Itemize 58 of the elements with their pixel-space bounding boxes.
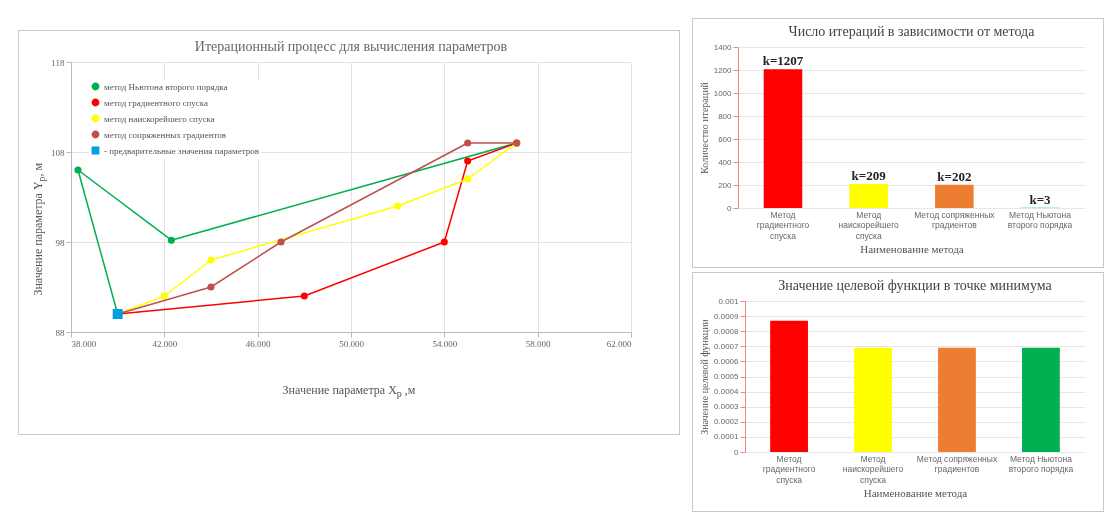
x-tick-label: 58.000: [525, 338, 552, 349]
x-tick-label: 50.000: [339, 338, 365, 349]
x-tick-label: 46.000: [245, 338, 272, 349]
x-tick-label: 38.000: [71, 338, 97, 349]
y-tick-label: 0.0003: [714, 402, 740, 412]
y-tick-label: 1400: [713, 42, 733, 52]
bar: [935, 184, 974, 208]
bar: [763, 69, 803, 208]
y-axis-title: Количество итераций: [698, 81, 710, 174]
x-tick-label: Метод наискорейшего спуска: [842, 453, 904, 485]
data-label: k=1207: [762, 53, 804, 69]
x-axis-title: Наименование метода: [863, 487, 968, 499]
chart-title: Итерационный процесс для вычисления параметров: [194, 39, 508, 54]
y-tick-label: 0.0004: [714, 387, 740, 397]
x-tick-label: Метод Ньютона второго порядка: [1007, 209, 1073, 230]
y-axis-title: Значение целевой функции: [699, 318, 711, 435]
y-tick-label: 0.0005: [714, 372, 740, 381]
y-tick-label: 0.0007: [714, 341, 740, 351]
y-tick-label: 88: [55, 327, 65, 338]
x-tick-label: Метод наискорейшего спуска: [838, 209, 900, 241]
y-tick-label: 800: [718, 111, 733, 121]
x-tick-label: Метод градиентного спуска: [756, 209, 810, 241]
y-tick-label: 0.0009: [714, 311, 740, 321]
legend-label: метод градиентного спуска: [104, 97, 208, 108]
y-tick-label: 118: [51, 57, 65, 68]
x-tick-label: Метод Ньютона второго порядка: [1008, 453, 1074, 474]
x-tick-label: 42.000: [152, 338, 178, 349]
y-tick-label: 0.0001: [714, 432, 740, 442]
x-tick-label: Метод сопряженных градиентов: [914, 209, 996, 230]
y-tick-label: 200: [718, 180, 733, 190]
legend-label: метод наискорейшего спуска: [104, 113, 215, 124]
data-label: k=209: [851, 167, 887, 183]
y-tick-label: 0.0008: [714, 326, 740, 336]
y-tick-label: 600: [718, 134, 733, 144]
data-label: k=3: [1029, 191, 1052, 207]
y-tick-label: 0: [734, 447, 740, 457]
x-tick-label: Метод сопряженных градиентов: [916, 453, 998, 474]
y-tick-label: 108: [51, 147, 65, 158]
legend-label: метод сопряженных градиентов: [104, 129, 227, 140]
x-tick-label: 54.000: [432, 338, 458, 349]
legend-label: метод Ньютона второго порядка: [104, 81, 228, 92]
data-label: k=202: [937, 168, 972, 184]
x-tick-label: 62.000: [606, 338, 632, 349]
y-tick-label: 0: [727, 203, 733, 213]
x-axis-title: Значение параметра X$_{p}$ ,м: [281, 383, 417, 400]
y-tick-label: 400: [718, 157, 733, 167]
y-tick-label: 0.001: [718, 296, 740, 306]
y-tick-label: 98: [55, 237, 65, 248]
y-tick-label: 0.0006: [714, 356, 740, 366]
legend-label: - предварительные значения параметров: [104, 145, 259, 156]
chart-title: Значение целевой функции в точке минимума: [778, 278, 1053, 293]
y-tick-label: 1000: [713, 88, 733, 98]
bar: [849, 183, 888, 208]
chart-title: Число итераций в зависимости от метода: [788, 24, 1036, 39]
y-tick-label: 0.0002: [714, 417, 740, 427]
x-axis-title: Наименование метода: [860, 243, 964, 255]
x-tick-label: Метод градиентного спуска: [762, 453, 816, 485]
y-tick-label: 1200: [713, 65, 733, 75]
